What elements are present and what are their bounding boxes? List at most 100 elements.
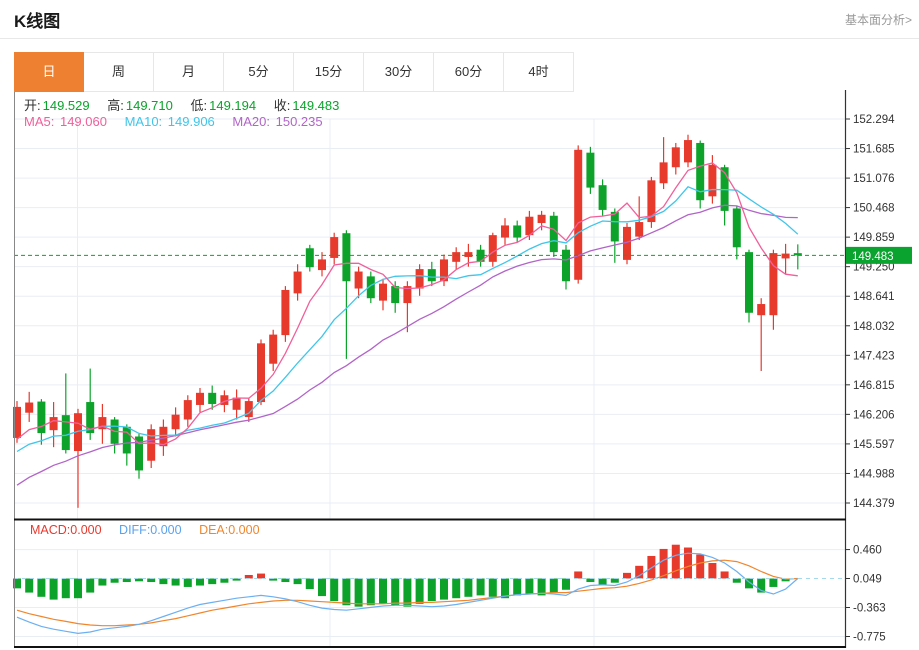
macd-bar-down bbox=[549, 578, 558, 593]
macd-bar-down bbox=[37, 578, 46, 597]
tab-timeframe-5[interactable]: 30分 bbox=[364, 52, 434, 92]
macd-bar-down bbox=[13, 578, 21, 589]
candle-down bbox=[86, 402, 95, 434]
candle-up bbox=[281, 289, 290, 336]
close-label: 收: bbox=[273, 98, 291, 113]
candle-down bbox=[598, 185, 607, 210]
macd-bar-down bbox=[562, 578, 570, 590]
diff-label: DIFF: bbox=[119, 523, 151, 537]
tab-timeframe-7[interactable]: 4时 bbox=[504, 52, 574, 92]
candle-down bbox=[562, 249, 570, 282]
macd-bar-down bbox=[171, 578, 180, 586]
tab-timeframe-6[interactable]: 60分 bbox=[434, 52, 504, 92]
macd-bar-up bbox=[574, 571, 583, 579]
macd-bar-down bbox=[586, 578, 595, 583]
candle-down bbox=[610, 211, 619, 242]
candle-up bbox=[147, 429, 156, 461]
candle-down bbox=[37, 401, 46, 434]
close-value: 149.483 bbox=[292, 98, 340, 113]
candle-up bbox=[257, 343, 265, 403]
macd-bar-down bbox=[305, 578, 314, 590]
macd-bar-down bbox=[379, 578, 387, 604]
candle-up bbox=[403, 286, 412, 304]
candle-down bbox=[342, 233, 351, 282]
macd-readout: MACD:0.000 DIFF:0.000 DEA:0.000 bbox=[30, 523, 274, 537]
macd-bar-down bbox=[781, 578, 790, 582]
candle-up bbox=[537, 214, 546, 224]
candle-up bbox=[330, 237, 339, 258]
candle-down bbox=[391, 286, 400, 304]
candle-down bbox=[427, 269, 436, 282]
candlestick-layer bbox=[13, 134, 802, 508]
macd-bar-down bbox=[159, 578, 168, 585]
candle-up bbox=[659, 162, 668, 184]
macd-tick-label: 0.460 bbox=[853, 545, 882, 557]
macd-bar-up bbox=[659, 548, 668, 579]
candle-down bbox=[732, 208, 741, 248]
tab-timeframe-1[interactable]: 周 bbox=[84, 52, 154, 92]
badge-rect bbox=[846, 246, 912, 264]
candle-up bbox=[13, 406, 21, 438]
open-label: 开: bbox=[24, 98, 41, 113]
price-tick-label: 145.597 bbox=[853, 439, 895, 451]
macd-bar-down bbox=[74, 578, 82, 599]
macd-bar-down bbox=[342, 578, 351, 606]
candle-up bbox=[525, 216, 534, 236]
ma5-line bbox=[16, 162, 798, 446]
macd-bar-down bbox=[183, 578, 192, 587]
candle-down bbox=[476, 249, 485, 262]
candle-up bbox=[781, 253, 790, 259]
macd-bar-up bbox=[671, 544, 680, 579]
macd-bar-down bbox=[98, 578, 107, 586]
candle-up bbox=[769, 253, 778, 316]
macd-bar-down bbox=[501, 578, 509, 599]
page-title: K线图 bbox=[14, 12, 61, 31]
tab-timeframe-3[interactable]: 5分 bbox=[224, 52, 294, 92]
macd-bar-down bbox=[403, 578, 412, 607]
macd-bar-up bbox=[257, 573, 265, 579]
candle-up bbox=[464, 252, 473, 257]
candle-up bbox=[269, 334, 278, 364]
macd-bar-down bbox=[769, 578, 778, 587]
candle-up bbox=[220, 395, 229, 405]
tab-timeframe-0[interactable]: 日 bbox=[14, 52, 84, 92]
tab-timeframe-4[interactable]: 15分 bbox=[294, 52, 364, 92]
price-tick-label: 148.032 bbox=[853, 321, 895, 333]
candle-up bbox=[159, 426, 168, 447]
price-tick-label: 152.294 bbox=[853, 114, 895, 126]
badge-text: 149.483 bbox=[852, 251, 894, 263]
candle-up bbox=[232, 397, 241, 410]
macd-bar-down bbox=[745, 578, 753, 589]
current-price-badge: 149.483 bbox=[846, 246, 912, 264]
fundamental-analysis-link[interactable]: 基本面分析> bbox=[844, 13, 912, 27]
price-tick-label: 144.379 bbox=[853, 498, 895, 510]
grid-lines bbox=[14, 118, 845, 647]
candle-up bbox=[623, 226, 631, 260]
candle-up bbox=[354, 271, 363, 289]
candle-down bbox=[366, 276, 375, 299]
macd-tick-label: 0.049 bbox=[853, 574, 882, 586]
ma20-label: MA20: bbox=[232, 114, 270, 129]
macd-lines-layer bbox=[16, 552, 799, 635]
diff-line bbox=[16, 552, 799, 635]
candle-down bbox=[549, 215, 558, 253]
high-label: 高: bbox=[107, 98, 124, 113]
diff-value: 0.000 bbox=[150, 523, 182, 537]
ma5-value: 149.060 bbox=[59, 114, 107, 129]
price-axis-labels: 152.294 151.685 151.076 150.468 149.859 149.2… bbox=[845, 114, 895, 644]
candle-up bbox=[244, 401, 253, 418]
macd-bar-down bbox=[86, 578, 95, 593]
price-tick-label: 147.423 bbox=[853, 350, 895, 362]
candle-up bbox=[452, 252, 461, 262]
candle-up bbox=[25, 402, 34, 413]
tab-timeframe-2[interactable]: 月 bbox=[154, 52, 224, 92]
macd-bar-down bbox=[25, 578, 34, 593]
timeframe-tabs: 日周月 5分 15分 30分 60分 4时 bbox=[14, 52, 574, 92]
candle-up bbox=[488, 235, 497, 262]
macd-bar-down bbox=[122, 578, 131, 583]
macd-bar-up bbox=[696, 554, 705, 579]
candle-up bbox=[49, 417, 58, 431]
price-tick-label: 151.076 bbox=[853, 173, 895, 185]
